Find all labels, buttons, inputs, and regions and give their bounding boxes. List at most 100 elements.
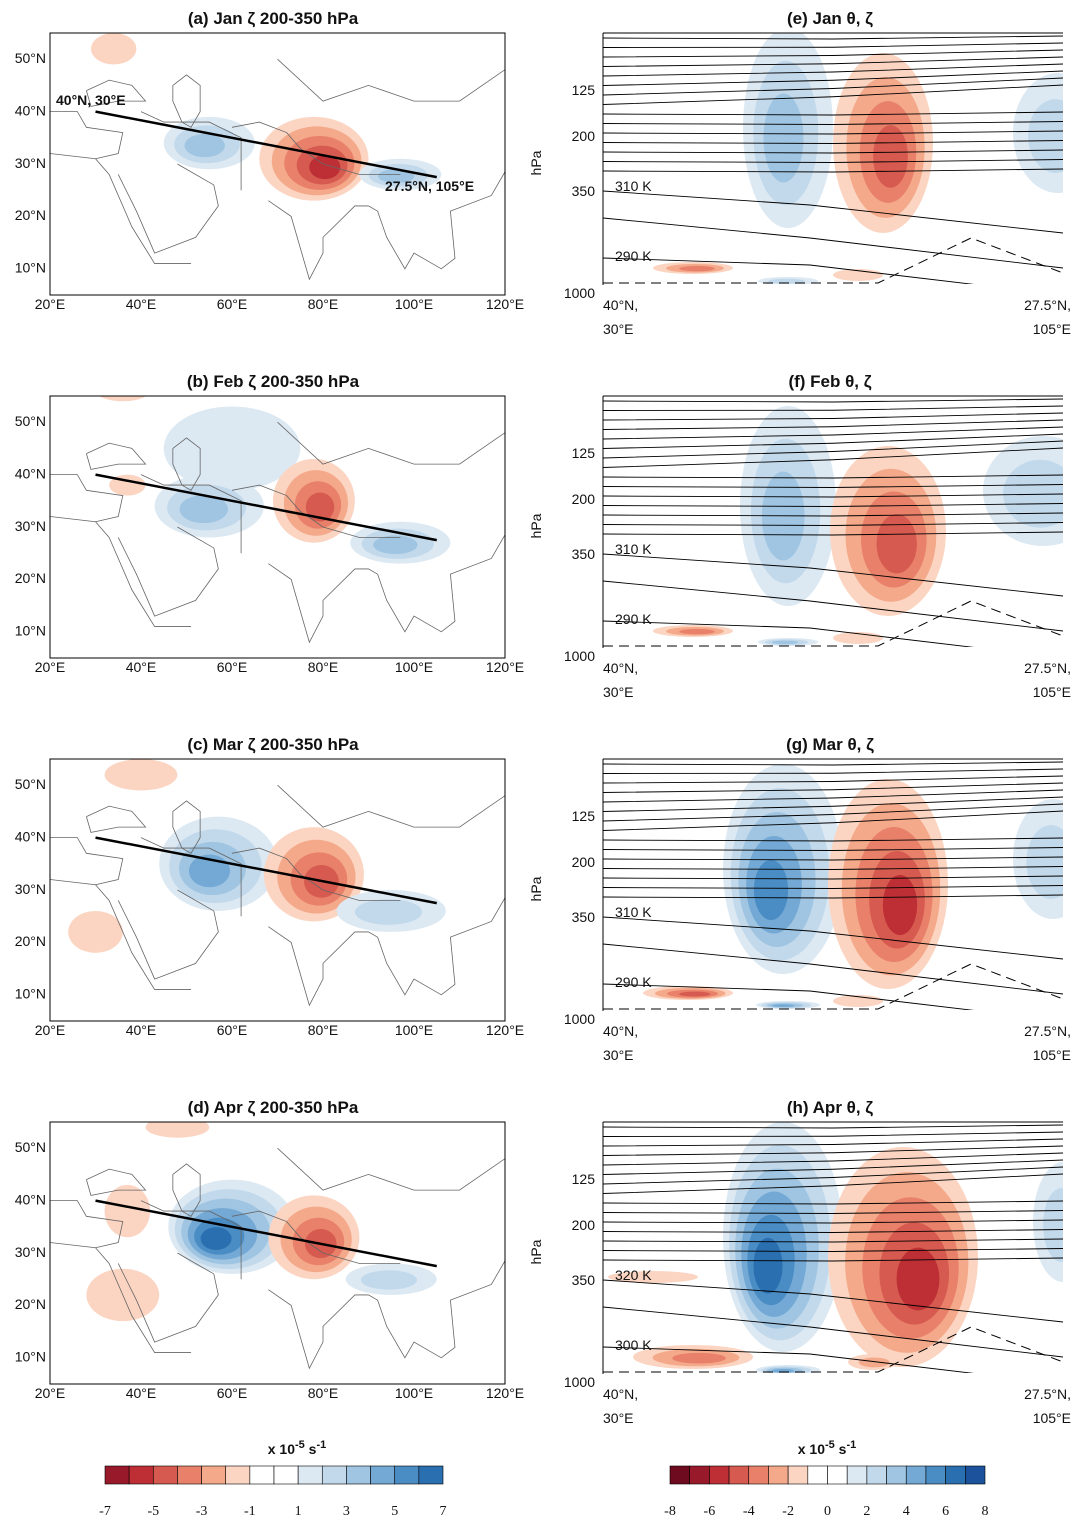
isentrope (603, 803, 1063, 822)
coastline (172, 800, 201, 854)
x-end-label: 105°E (1033, 1410, 1071, 1426)
x-start-label: 40°N, (603, 1386, 638, 1402)
x-tick-label: 20°E (35, 296, 66, 312)
panel-title: (c) Mar ζ 200-350 hPa (187, 735, 359, 754)
section-panel (603, 398, 1063, 648)
x-tick-label: 40°E (126, 1022, 157, 1038)
colorbar-cell (748, 1465, 769, 1485)
y-tick-label: 200 (572, 128, 596, 144)
coastline (117, 526, 219, 617)
coastline (277, 784, 505, 828)
x-tick-label: 80°E (308, 296, 339, 312)
section-panel (603, 1122, 1063, 1374)
colorbar-label: x 10-5 s-1 (798, 1439, 857, 1457)
x-tick-label: 40°E (126, 1385, 157, 1401)
coastline (377, 1260, 505, 1359)
isentrope (603, 56, 1063, 67)
colorbar-tick-label: 7 (440, 1504, 447, 1519)
x-tick-label: 100°E (395, 1022, 433, 1038)
isentrope (603, 1229, 1063, 1233)
colorbar-tick-label: 6 (942, 1504, 949, 1519)
y-tick-label: 20°N (15, 1296, 46, 1312)
x-tick-label: 80°E (308, 659, 339, 675)
isentrope (603, 484, 1063, 488)
label-part: -5 (295, 1439, 305, 1451)
map-panel (50, 33, 505, 281)
x-tick-label: 60°E (217, 1022, 248, 1038)
colorbar-cell (152, 1465, 178, 1485)
isentrope-label: 320 K (615, 1267, 652, 1283)
x-tick-label: 120°E (486, 1385, 524, 1401)
coastline (50, 474, 124, 523)
coastline (268, 200, 378, 281)
isentrope (603, 1138, 1063, 1147)
label-part: -5 (825, 1439, 835, 1451)
x-tick-label: 100°E (395, 659, 433, 675)
positive-contour (179, 495, 229, 524)
coastline (50, 1200, 124, 1249)
coastline (117, 163, 219, 254)
isentrope-label: 290 K (615, 248, 652, 264)
colorbar-cell (787, 1465, 809, 1485)
negative-contour (896, 1247, 940, 1311)
isentrope (603, 782, 1063, 793)
isentrope (603, 1124, 1063, 1129)
y-tick-label: 10°N (15, 1349, 46, 1365)
negative-contour (858, 1357, 890, 1368)
colorbar-cell (965, 1465, 986, 1485)
y-axis-label: hPa (528, 150, 544, 175)
colorbar-cell (807, 1465, 828, 1485)
isentrope (603, 1238, 1063, 1243)
isentrope (603, 775, 1063, 784)
coastline (277, 421, 505, 465)
y-tick-label: 20°N (15, 570, 46, 586)
panel-title: (b) Feb ζ 200-350 hPa (187, 372, 360, 391)
colorbar-tick-label: -3 (196, 1504, 208, 1519)
coastline (377, 897, 505, 996)
panel-title: (f) Feb θ, ζ (788, 372, 871, 391)
panel-title: (d) Apr ζ 200-350 hPa (188, 1098, 359, 1117)
transect-line (95, 1199, 437, 1268)
x-tick-label: 60°E (217, 659, 248, 675)
label-part: -1 (316, 1439, 326, 1451)
x-tick-label: 120°E (486, 659, 524, 675)
map-panel (50, 759, 505, 1007)
positive-contour (360, 1270, 417, 1290)
coastline (277, 1147, 505, 1191)
isentrope (603, 847, 1063, 851)
isentrope (603, 1257, 1063, 1262)
isentrope (603, 111, 1063, 116)
colorbar-cell (669, 1465, 690, 1485)
colorbar-cell (201, 1465, 227, 1485)
topography (603, 237, 1063, 284)
y-tick-label: 50°N (15, 413, 46, 429)
isentrope (603, 84, 1063, 105)
y-tick-label: 40°N (15, 465, 46, 481)
isentrope (603, 761, 1063, 766)
coastline (86, 79, 147, 107)
isentrope (603, 1173, 1063, 1194)
isentrope (603, 580, 1063, 632)
isentrope (603, 916, 1063, 960)
colorbar-cell (225, 1465, 251, 1485)
y-tick-label: 30°N (15, 881, 46, 897)
colorbar-tick-label: 0 (824, 1504, 831, 1519)
isentrope (603, 474, 1063, 479)
y-axis-label: hPa (528, 1239, 544, 1264)
y-tick-label: 125 (572, 1171, 596, 1187)
x-end-label: 27.5°N, (1024, 1386, 1071, 1402)
colorbar-tick-label: 8 (982, 1504, 989, 1519)
coastline (231, 1210, 401, 1264)
map-panel (50, 396, 505, 644)
isentrope (603, 35, 1063, 40)
label-part: s (835, 1441, 847, 1457)
isentrope (603, 433, 1063, 449)
colorbar-cell (128, 1465, 154, 1485)
x-tick-label: 120°E (486, 1022, 524, 1038)
colorbar-cell (394, 1465, 420, 1485)
y-axis-label: hPa (528, 876, 544, 901)
isentrope (603, 447, 1063, 468)
isentrope (603, 440, 1063, 459)
y-tick-label: 350 (572, 546, 596, 562)
negative-contour (679, 991, 711, 997)
